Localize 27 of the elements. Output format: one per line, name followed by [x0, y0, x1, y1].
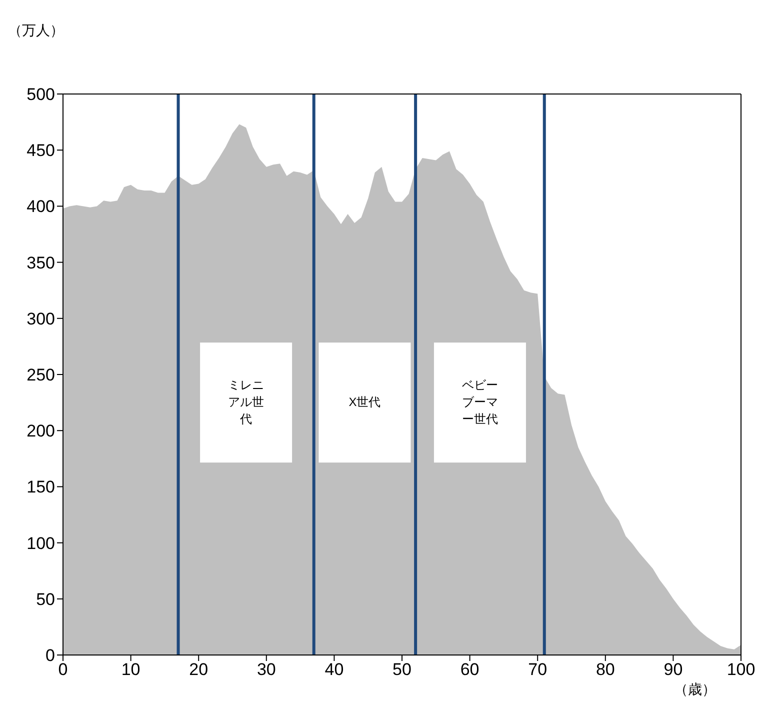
annotation: X世代: [348, 394, 382, 412]
x-tick-label: 10: [121, 660, 140, 680]
x-tick-label: 50: [392, 660, 412, 680]
y-tick-label: 100: [26, 534, 55, 553]
y-tick-label: 150: [26, 478, 55, 497]
x-tick-label: 40: [324, 660, 344, 680]
x-tick-label: 20: [189, 660, 208, 680]
x-tick-label: 0: [58, 660, 68, 680]
annotation: ベビーブーマー世代: [460, 377, 499, 428]
y-tick-label: 500: [26, 85, 55, 104]
y-tick-label: 400: [26, 197, 55, 216]
x-tick-label: 80: [596, 660, 615, 680]
y-tick-label: 300: [26, 309, 55, 328]
y-tick-label: 50: [36, 590, 55, 609]
x-tick-label: 100: [726, 660, 756, 680]
x-tick-label: 60: [460, 660, 480, 680]
x-tick-label: 30: [256, 660, 276, 680]
y-axis-title: （万人）: [8, 22, 64, 40]
annotation: ミレニアル世代: [227, 377, 266, 428]
x-axis-title: （歳）: [674, 681, 716, 699]
x-tick-label: 70: [528, 660, 548, 680]
y-tick-label: 0: [46, 646, 55, 666]
y-tick-label: 350: [26, 253, 55, 272]
y-tick-label: 450: [26, 141, 55, 160]
x-tick-label: 90: [664, 660, 683, 680]
y-tick-label: 250: [26, 366, 55, 385]
y-tick-label: 200: [26, 422, 55, 441]
